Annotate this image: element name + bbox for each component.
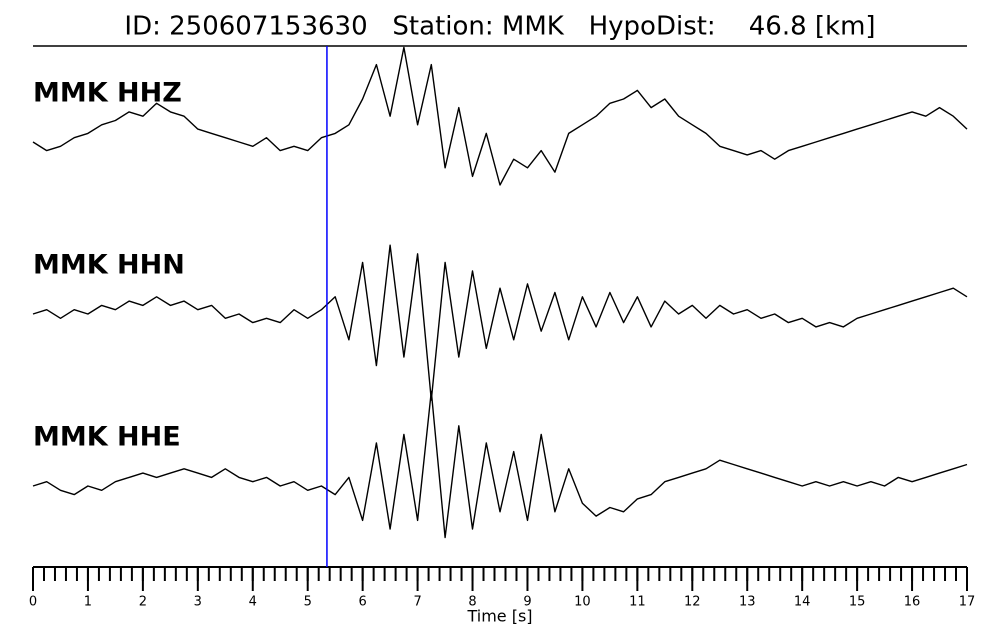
waveform	[32, 244, 968, 401]
x-tick-label: 9	[523, 595, 531, 610]
x-tick-label: 0	[29, 595, 37, 610]
x-tick-label: 4	[249, 595, 257, 610]
x-tick-label: 15	[849, 595, 866, 610]
x-tick-label: 10	[574, 595, 591, 610]
trace-label: MMK HHZ	[33, 78, 182, 109]
x-tick-label: 2	[139, 595, 147, 610]
x-tick-label: 8	[468, 595, 476, 610]
trace-label: MMK HHE	[33, 422, 181, 453]
x-tick-label: 7	[413, 595, 421, 610]
x-tick-label: 11	[629, 595, 646, 610]
x-tick-label: 17	[959, 595, 976, 610]
x-tick-label: 16	[904, 595, 921, 610]
waveform	[32, 390, 968, 539]
waveform	[32, 46, 968, 186]
x-tick-label: 12	[684, 595, 701, 610]
x-tick-label: 3	[194, 595, 202, 610]
trace-label: MMK HHN	[33, 250, 185, 281]
x-axis-label: Time [s]	[466, 607, 532, 626]
x-tick-label: 14	[794, 595, 811, 610]
chart-title: ID: 250607153630 Station: MMK HypoDist: …	[124, 12, 875, 42]
x-tick-label: 1	[84, 595, 92, 610]
x-tick-label: 5	[304, 595, 312, 610]
x-tick-label: 6	[359, 595, 367, 610]
x-tick-label: 13	[739, 595, 756, 610]
